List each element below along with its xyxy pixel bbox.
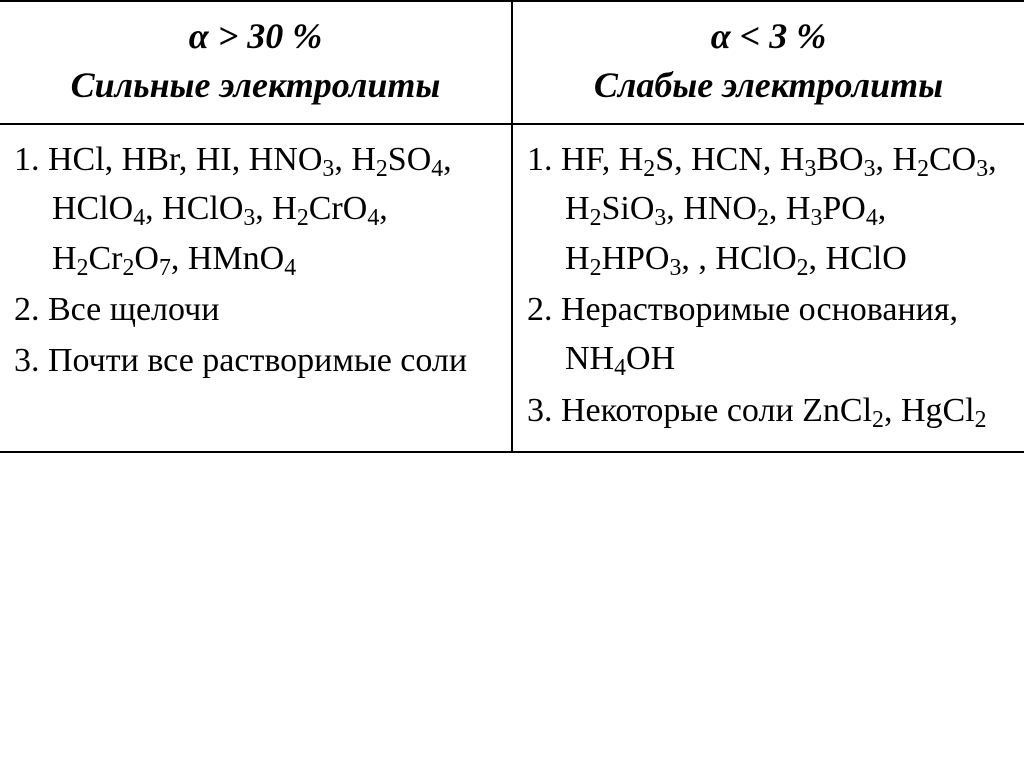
item-text: HCl, HBr, HI, HNO3, H2SO4, HClO4, HClO3,… [48, 141, 452, 277]
table-body-row: 1. HCl, HBr, HI, HNO3, H2SO4, HClO4, HCl… [0, 124, 1024, 452]
cell-weak: 1. HF, H2S, HCN, H3BO3, H2CO3, H2SiO3, H… [512, 124, 1024, 452]
item-number: 1. [527, 141, 553, 178]
item-text: HF, H2S, HCN, H3BO3, H2CO3, H2SiO3, HNO2… [561, 141, 997, 277]
list-item: 1. HF, H2S, HCN, H3BO3, H2CO3, H2SiO3, H… [527, 135, 1010, 283]
header-strong: α > 30 % Сильные электролиты [0, 1, 512, 124]
cell-strong: 1. HCl, HBr, HI, HNO3, H2SO4, HClO4, HCl… [0, 124, 512, 452]
strong-list: 1. HCl, HBr, HI, HNO3, H2SO4, HClO4, HCl… [14, 135, 497, 385]
header-weak-alpha: α < 3 % [527, 12, 1010, 61]
item-number: 2. [14, 291, 40, 328]
list-item: 3. Некоторые соли ZnCl2, HgCl2 [527, 386, 1010, 435]
list-item: 3. Почти все растворимые соли [14, 336, 497, 385]
header-strong-title: Сильные электролиты [14, 61, 497, 110]
item-text: Нерастворимые основания, NH4OH [561, 291, 958, 377]
item-number: 3. [14, 342, 40, 379]
item-text: Некоторые соли ZnCl2, HgCl2 [561, 392, 987, 429]
electrolytes-table: α > 30 % Сильные электролиты α < 3 % Сла… [0, 0, 1024, 453]
header-strong-alpha: α > 30 % [14, 12, 497, 61]
header-weak: α < 3 % Слабые электролиты [512, 1, 1024, 124]
weak-list: 1. HF, H2S, HCN, H3BO3, H2CO3, H2SiO3, H… [527, 135, 1010, 435]
table-header-row: α > 30 % Сильные электролиты α < 3 % Сла… [0, 1, 1024, 124]
item-number: 1. [14, 141, 40, 178]
list-item: 1. HCl, HBr, HI, HNO3, H2SO4, HClO4, HCl… [14, 135, 497, 283]
list-item: 2. Нерастворимые основания, NH4OH [527, 285, 1010, 384]
header-weak-title: Слабые электролиты [527, 61, 1010, 110]
item-text: Почти все растворимые соли [48, 342, 467, 379]
item-number: 3. [527, 392, 553, 429]
item-text: Все щелочи [48, 291, 219, 328]
item-number: 2. [527, 291, 553, 328]
list-item: 2. Все щелочи [14, 285, 497, 334]
page-wrap: { "table": { "border_color": "#000000", … [0, 0, 1024, 767]
